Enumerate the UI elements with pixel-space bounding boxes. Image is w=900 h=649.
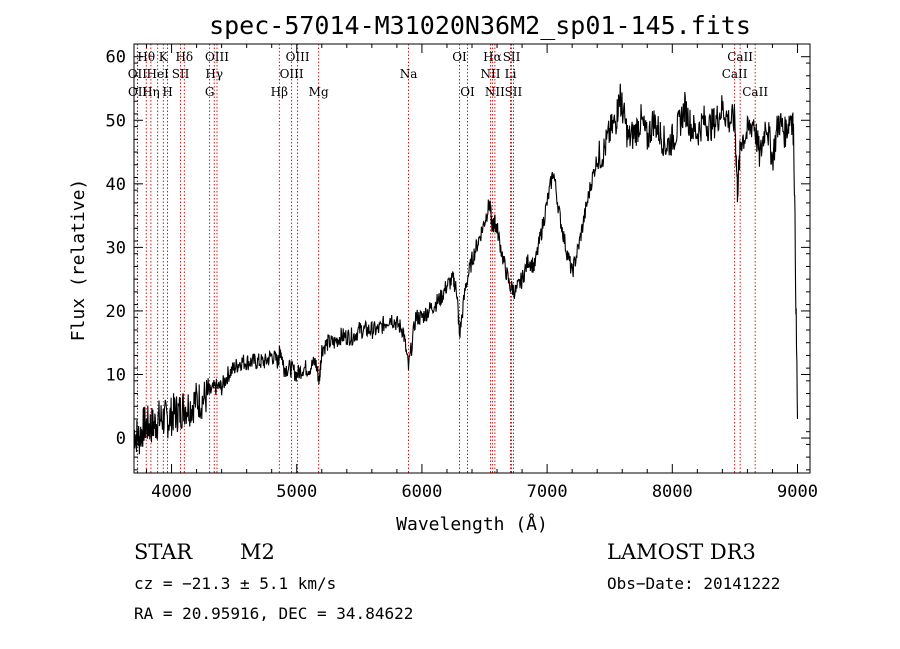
y-axis-ticks: 0 10 20 30 40 50 60 (106, 48, 810, 471)
line-label: OI (452, 50, 467, 64)
object-subclass: M2 (240, 540, 275, 564)
y-tick-label: 60 (106, 48, 126, 68)
line-label: OI (460, 85, 475, 99)
x-tick-label: 9000 (777, 482, 818, 502)
y-tick-label: 20 (106, 302, 126, 322)
x-axis-ticks: 4000 5000 6000 7000 8000 9000 (146, 44, 818, 502)
line-label: Hθ (137, 50, 155, 64)
emission-line-labels: HθHηOIIOIIHeIKHSIIHδGHγOIIIHβOIIIOIIIMgN… (128, 50, 769, 99)
coordinates: RA = 20.95916, DEC = 34.84622 (134, 604, 414, 623)
line-label: OIII (205, 50, 229, 64)
line-label: Hη (142, 85, 160, 99)
x-tick-label: 8000 (652, 482, 693, 502)
y-tick-label: 40 (106, 175, 126, 195)
line-label: Hγ (205, 67, 223, 81)
line-label: Li (505, 67, 517, 81)
emission-line-markers (136, 44, 756, 473)
observation-date: Obs−Date: 20141222 (607, 574, 781, 593)
line-label: Hα (483, 50, 502, 64)
line-label: HeI (147, 67, 170, 81)
survey-name: LAMOST DR3 (607, 540, 756, 564)
line-label: CaII (727, 50, 753, 64)
y-tick-label: 50 (106, 111, 126, 131)
line-label: CaII (722, 67, 748, 81)
line-label: NII (481, 67, 501, 81)
line-label: OIII (286, 50, 310, 64)
x-axis-label: Wavelength (Å) (396, 513, 548, 535)
spectrum-chart: spec-57014-M31020N36M2_sp01-145.fits Hθ H… (68, 11, 818, 535)
spectrum-line (133, 83, 799, 455)
object-class: STAR (134, 540, 193, 564)
line-label: G (205, 85, 215, 99)
y-tick-label: 0 (116, 429, 126, 449)
chart-title: spec-57014-M31020N36M2_sp01-145.fits (209, 11, 751, 40)
line-label: H (162, 85, 172, 99)
line-label: OIII (280, 67, 304, 81)
y-axis-label: Flux (relative) (68, 179, 89, 342)
y-tick-label: 10 (106, 365, 126, 385)
x-tick-label: 5000 (276, 482, 317, 502)
x-tick-label: 7000 (527, 482, 568, 502)
x-tick-label: 6000 (401, 482, 442, 502)
line-label: Mg (309, 85, 329, 99)
line-label: NII (485, 85, 505, 99)
line-label: CaII (742, 85, 768, 99)
line-label: OII (128, 85, 148, 99)
line-label: K (159, 50, 169, 64)
line-label: OII (128, 67, 148, 81)
line-label: SII (505, 85, 523, 99)
y-tick-label: 30 (106, 238, 126, 258)
x-tick-label: 4000 (151, 482, 192, 502)
line-label: Na (400, 67, 418, 81)
line-label: Hβ (271, 85, 288, 99)
redshift-cz: cz = −21.3 ± 5.1 km/s (134, 574, 337, 593)
line-label: SII (172, 67, 190, 81)
line-label: Hδ (175, 50, 193, 64)
line-label: SII (503, 50, 521, 64)
